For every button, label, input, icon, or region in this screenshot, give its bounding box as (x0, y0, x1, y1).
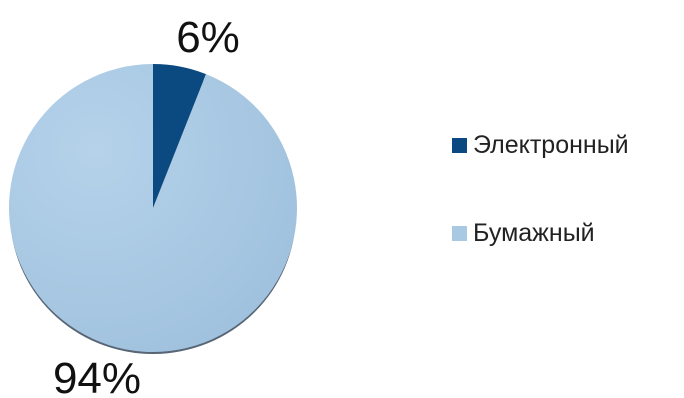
data-label-electronic: 6% (176, 13, 240, 62)
legend: Электронный Бумажный (452, 128, 629, 304)
legend-swatch-electronic (452, 138, 467, 153)
legend-label-electronic: Электронный (473, 131, 629, 160)
data-label-paper: 94% (53, 354, 141, 398)
legend-item-electronic: Электронный (452, 128, 629, 162)
legend-item-paper: Бумажный (452, 216, 629, 250)
legend-swatch-paper (452, 226, 467, 241)
legend-label-paper: Бумажный (473, 219, 595, 248)
